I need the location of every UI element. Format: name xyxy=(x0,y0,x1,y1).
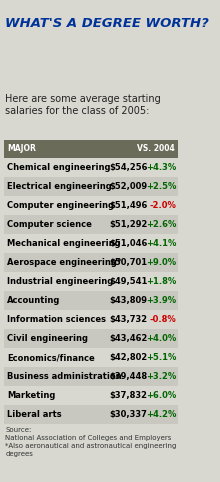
Text: VS. 2004: VS. 2004 xyxy=(137,145,174,153)
FancyBboxPatch shape xyxy=(4,234,178,253)
Text: +4.1%: +4.1% xyxy=(146,239,176,248)
Text: +4.0%: +4.0% xyxy=(146,334,176,343)
Text: +3.9%: +3.9% xyxy=(146,296,176,305)
FancyBboxPatch shape xyxy=(4,386,178,405)
FancyBboxPatch shape xyxy=(4,329,178,348)
Text: WHAT'S A DEGREE WORTH?: WHAT'S A DEGREE WORTH? xyxy=(6,17,209,30)
FancyBboxPatch shape xyxy=(4,310,178,329)
FancyBboxPatch shape xyxy=(4,140,178,158)
Text: $52,009: $52,009 xyxy=(109,182,147,191)
Text: Business administration: Business administration xyxy=(7,372,122,381)
Text: Industrial engineering: Industrial engineering xyxy=(7,277,114,286)
Text: +4.2%: +4.2% xyxy=(146,410,176,419)
Text: $51,292: $51,292 xyxy=(109,220,147,229)
Text: Liberal arts: Liberal arts xyxy=(7,410,62,419)
Text: Accounting: Accounting xyxy=(7,296,61,305)
Text: $43,809: $43,809 xyxy=(109,296,147,305)
FancyBboxPatch shape xyxy=(4,291,178,310)
Text: Economics/finance: Economics/finance xyxy=(7,353,95,362)
Text: +9.0%: +9.0% xyxy=(146,258,176,267)
Text: +5.1%: +5.1% xyxy=(146,353,176,362)
Text: $39,448: $39,448 xyxy=(109,372,147,381)
Text: Marketing: Marketing xyxy=(7,391,56,400)
FancyBboxPatch shape xyxy=(4,253,178,272)
FancyBboxPatch shape xyxy=(4,215,178,234)
Text: Computer science: Computer science xyxy=(7,220,92,229)
Text: Source:
National Association of Colleges and Employers
*Also aeronautical and as: Source: National Association of Colleges… xyxy=(6,427,177,456)
Text: +2.6%: +2.6% xyxy=(146,220,176,229)
Text: Mechanical engineering: Mechanical engineering xyxy=(7,239,121,248)
FancyBboxPatch shape xyxy=(4,177,178,196)
Text: +3.2%: +3.2% xyxy=(146,372,176,381)
Text: $43,462: $43,462 xyxy=(109,334,147,343)
Text: Civil engineering: Civil engineering xyxy=(7,334,88,343)
Text: $54,256: $54,256 xyxy=(109,163,147,172)
Text: $49,541: $49,541 xyxy=(109,277,147,286)
Text: $42,802: $42,802 xyxy=(109,353,147,362)
Text: MAJOR: MAJOR xyxy=(7,145,36,153)
Text: Computer engineering: Computer engineering xyxy=(7,201,114,210)
Text: $50,701: $50,701 xyxy=(109,258,147,267)
FancyBboxPatch shape xyxy=(4,158,178,177)
Text: -0.8%: -0.8% xyxy=(149,315,176,324)
Text: Information sciences: Information sciences xyxy=(7,315,106,324)
Text: Here are some average starting
salaries for the class of 2005:: Here are some average starting salaries … xyxy=(6,94,161,116)
Text: $30,337: $30,337 xyxy=(109,410,147,419)
Text: +6.0%: +6.0% xyxy=(146,391,176,400)
FancyBboxPatch shape xyxy=(4,348,178,367)
Text: Aerospace engineering*: Aerospace engineering* xyxy=(7,258,122,267)
Text: +4.3%: +4.3% xyxy=(146,163,176,172)
Text: +1.8%: +1.8% xyxy=(146,277,176,286)
Text: $43,732: $43,732 xyxy=(109,315,147,324)
Text: $51,496: $51,496 xyxy=(109,201,147,210)
Text: Electrical engineering: Electrical engineering xyxy=(7,182,112,191)
Text: $37,832: $37,832 xyxy=(109,391,147,400)
FancyBboxPatch shape xyxy=(4,405,178,424)
Text: +2.5%: +2.5% xyxy=(146,182,176,191)
Text: $51,046: $51,046 xyxy=(109,239,147,248)
Text: -2.0%: -2.0% xyxy=(149,201,176,210)
Text: Chemical engineering: Chemical engineering xyxy=(7,163,111,172)
FancyBboxPatch shape xyxy=(4,367,178,386)
FancyBboxPatch shape xyxy=(4,196,178,215)
FancyBboxPatch shape xyxy=(4,272,178,291)
FancyBboxPatch shape xyxy=(4,14,178,142)
